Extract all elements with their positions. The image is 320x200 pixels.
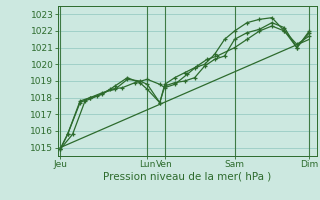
X-axis label: Pression niveau de la mer( hPa ): Pression niveau de la mer( hPa ) xyxy=(103,172,271,182)
